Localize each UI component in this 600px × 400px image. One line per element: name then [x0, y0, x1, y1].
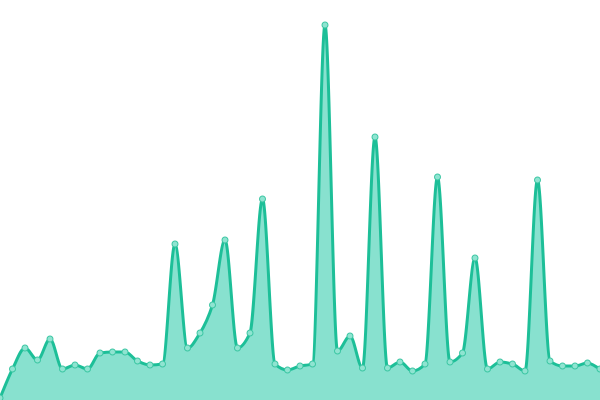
data-point — [59, 365, 66, 373]
data-point — [234, 344, 241, 352]
data-point — [84, 365, 91, 373]
data-point — [509, 360, 516, 368]
data-point — [534, 176, 541, 184]
data-point — [46, 335, 54, 343]
data-point — [309, 360, 316, 368]
data-point — [434, 173, 441, 181]
data-point — [396, 358, 404, 366]
data-point — [159, 360, 166, 368]
data-point — [459, 349, 466, 357]
data-point — [209, 301, 216, 309]
data-point — [596, 365, 600, 373]
data-point — [446, 358, 454, 366]
data-point — [384, 364, 391, 372]
data-point — [296, 362, 304, 370]
data-point — [371, 133, 379, 141]
data-point — [246, 329, 254, 337]
data-point — [96, 349, 104, 357]
data-point — [196, 329, 204, 337]
data-point — [221, 236, 229, 244]
data-point — [571, 362, 579, 370]
data-point — [21, 344, 29, 352]
data-point — [184, 344, 191, 352]
data-points — [0, 21, 600, 400]
data-point — [334, 347, 341, 355]
data-point — [109, 348, 116, 356]
data-point — [584, 359, 591, 367]
data-point — [409, 367, 416, 375]
data-point — [321, 21, 329, 29]
data-point — [171, 240, 179, 248]
data-point — [0, 394, 4, 400]
data-point — [421, 360, 429, 368]
data-point — [546, 357, 554, 365]
data-point — [484, 365, 491, 373]
data-point — [271, 360, 279, 368]
data-point — [346, 332, 354, 340]
data-point — [9, 365, 16, 373]
data-point — [471, 254, 479, 262]
area-fill — [0, 25, 600, 400]
data-point — [284, 366, 291, 374]
data-point — [359, 364, 366, 372]
data-point — [134, 357, 141, 365]
series-line — [0, 23, 600, 399]
data-point — [121, 348, 129, 356]
data-point — [559, 362, 566, 370]
data-point — [34, 356, 41, 364]
data-point — [521, 367, 529, 375]
data-point — [259, 195, 266, 203]
data-point — [496, 358, 504, 366]
data-point — [146, 361, 154, 369]
data-point — [71, 361, 79, 369]
